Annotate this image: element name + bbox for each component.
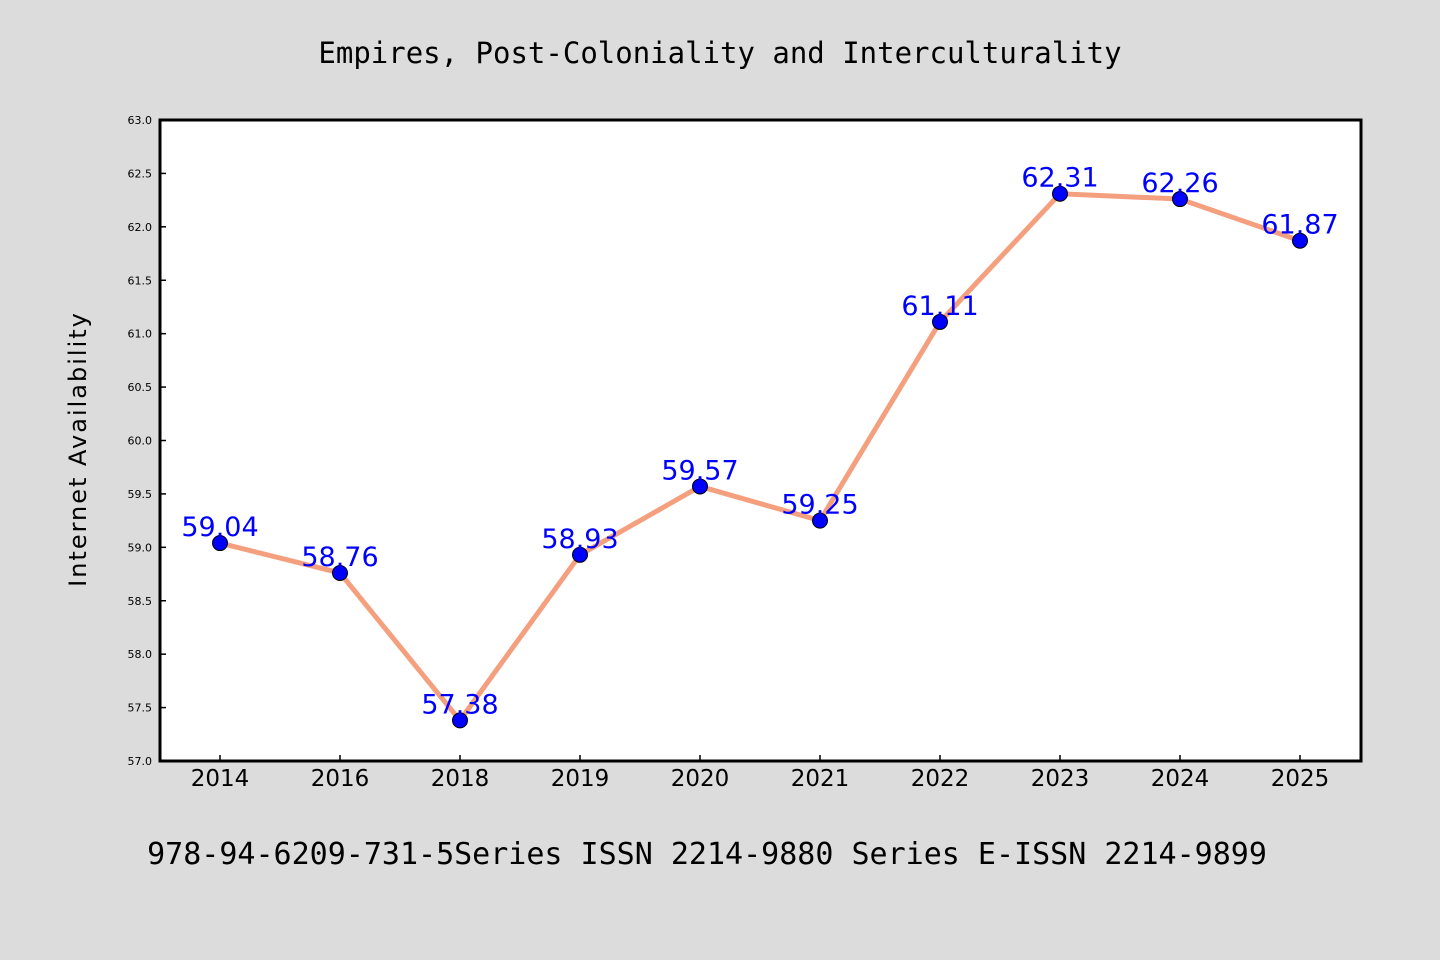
y-tick-label: 59.0 xyxy=(128,541,153,554)
data-label: 57.38 xyxy=(421,689,498,720)
y-tick-label: 60.0 xyxy=(128,435,153,448)
data-label: 58.76 xyxy=(301,542,378,573)
x-tick-label: 2025 xyxy=(1271,766,1330,792)
footer-text: 978-94-6209-731-5Series ISSN 2214-9880 S… xyxy=(147,837,1267,872)
data-label: 62.31 xyxy=(1021,163,1098,194)
x-tick-label: 2016 xyxy=(311,766,370,792)
data-label: 61.11 xyxy=(901,291,978,322)
series-labels-group: 59.04 58.76 57.38 58.93 59.57 59.25 61.11 62.31… xyxy=(181,163,1338,721)
y-axis-ticks: 57.0 57.5 58.0 58.5 59.0 59.5 60.0 60.5 61.0 61.5… xyxy=(128,114,166,768)
data-point xyxy=(1292,232,1308,249)
x-tick-label: 2024 xyxy=(1151,766,1210,792)
y-tick-label: 57.0 xyxy=(128,755,153,768)
series-markers-group xyxy=(212,185,1308,729)
x-tick-label: 2018 xyxy=(431,766,490,792)
data-label: 58.93 xyxy=(541,524,618,555)
data-point xyxy=(212,535,228,552)
data-label: 59.04 xyxy=(181,512,258,543)
y-tick-label: 63.0 xyxy=(128,114,153,127)
y-tick-label: 60.5 xyxy=(128,381,153,394)
y-tick-label: 57.5 xyxy=(128,702,153,715)
data-point xyxy=(452,712,468,729)
x-tick-label: 2022 xyxy=(911,766,970,792)
y-tick-label: 61.0 xyxy=(128,328,153,341)
data-point xyxy=(692,478,708,495)
data-point xyxy=(572,546,588,563)
chart-title: Empires, Post-Coloniality and Intercultu… xyxy=(318,36,1121,70)
y-tick-label: 58.0 xyxy=(128,648,153,661)
series-line xyxy=(217,191,1303,723)
data-point xyxy=(932,313,948,330)
y-tick-label: 61.5 xyxy=(128,274,153,287)
data-point xyxy=(812,512,828,529)
data-label: 59.57 xyxy=(661,455,738,486)
data-point xyxy=(1172,191,1188,208)
data-label: 59.25 xyxy=(781,490,858,521)
data-point xyxy=(1052,185,1068,202)
x-tick-label: 2023 xyxy=(1031,766,1090,792)
y-axis-label: Internet Availability xyxy=(64,311,92,587)
y-tick-label: 62.0 xyxy=(128,221,153,234)
x-axis-ticks: 2014 2016 2018 2019 2020 2021 2022 2023 2024 2025 xyxy=(191,755,1330,792)
data-point xyxy=(332,564,348,581)
data-label: 61.87 xyxy=(1261,210,1338,241)
y-tick-label: 59.5 xyxy=(128,488,153,501)
x-tick-label: 2019 xyxy=(551,766,610,792)
plot-area xyxy=(158,118,1363,763)
data-label: 62.26 xyxy=(1141,168,1218,199)
x-tick-label: 2014 xyxy=(191,766,250,792)
y-tick-label: 58.5 xyxy=(128,595,153,608)
x-tick-label: 2020 xyxy=(671,766,730,792)
series-line-group xyxy=(217,191,1303,723)
x-tick-label: 2021 xyxy=(791,766,850,792)
y-tick-label: 62.5 xyxy=(128,167,153,180)
